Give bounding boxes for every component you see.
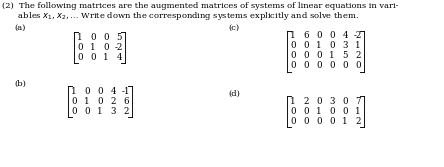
Text: 0: 0 xyxy=(329,117,335,125)
Text: 0: 0 xyxy=(329,61,335,70)
Text: -2: -2 xyxy=(115,42,123,51)
Text: 4: 4 xyxy=(110,87,116,96)
Text: 3: 3 xyxy=(342,42,348,50)
Text: 1: 1 xyxy=(103,52,109,61)
Text: -1: -1 xyxy=(122,87,130,96)
Text: 0: 0 xyxy=(316,32,322,41)
Text: 0: 0 xyxy=(290,107,296,116)
Text: 0: 0 xyxy=(329,42,335,50)
Text: 0: 0 xyxy=(71,107,77,116)
Text: 1: 1 xyxy=(290,32,296,41)
Text: 0: 0 xyxy=(77,42,83,51)
Text: 0: 0 xyxy=(97,87,103,96)
Text: 0: 0 xyxy=(97,97,103,106)
Text: (d): (d) xyxy=(228,90,240,98)
Text: 0: 0 xyxy=(329,107,335,116)
Text: 3: 3 xyxy=(329,97,335,106)
Text: 0: 0 xyxy=(90,33,96,42)
Text: 2: 2 xyxy=(355,51,361,60)
Text: 0: 0 xyxy=(90,52,96,61)
Text: (b): (b) xyxy=(14,80,26,88)
Text: 0: 0 xyxy=(290,51,296,60)
Text: 2: 2 xyxy=(110,97,116,106)
Text: (2)  The following matrices are the augmented matrices of systems of linear equa: (2) The following matrices are the augme… xyxy=(2,2,399,10)
Text: 0: 0 xyxy=(316,51,322,60)
Text: 1: 1 xyxy=(355,107,361,116)
Text: 0: 0 xyxy=(342,97,348,106)
Text: 0: 0 xyxy=(103,42,109,51)
Text: 0: 0 xyxy=(316,97,322,106)
Text: (a): (a) xyxy=(14,24,25,32)
Text: 1: 1 xyxy=(90,42,96,51)
Text: 0: 0 xyxy=(303,42,309,50)
Text: 0: 0 xyxy=(316,61,322,70)
Text: 1: 1 xyxy=(71,87,77,96)
Text: 1: 1 xyxy=(97,107,103,116)
Text: 0: 0 xyxy=(290,117,296,125)
Text: 0: 0 xyxy=(355,61,361,70)
Text: 2: 2 xyxy=(355,117,361,125)
Text: 6: 6 xyxy=(123,97,129,106)
Text: 0: 0 xyxy=(103,33,109,42)
Text: 6: 6 xyxy=(303,32,309,41)
Text: 1: 1 xyxy=(316,107,322,116)
Text: 1: 1 xyxy=(290,97,296,106)
Text: 0: 0 xyxy=(71,97,77,106)
Text: 0: 0 xyxy=(290,42,296,50)
Text: 0: 0 xyxy=(290,61,296,70)
Text: ables $x_1, x_2, \ldots$ Write down the corresponding systems explicitly and sol: ables $x_1, x_2, \ldots$ Write down the … xyxy=(2,10,359,22)
Text: 1: 1 xyxy=(355,42,361,50)
Text: 0: 0 xyxy=(303,107,309,116)
Text: 2: 2 xyxy=(303,97,309,106)
Text: 5: 5 xyxy=(342,51,348,60)
Text: 1: 1 xyxy=(84,97,90,106)
Text: 1: 1 xyxy=(329,51,335,60)
Text: 0: 0 xyxy=(342,107,348,116)
Text: (c): (c) xyxy=(228,24,239,32)
Text: 1: 1 xyxy=(316,42,322,50)
Text: 3: 3 xyxy=(110,107,116,116)
Text: 0: 0 xyxy=(77,52,83,61)
Text: 0: 0 xyxy=(303,117,309,125)
Text: 1: 1 xyxy=(77,33,83,42)
Text: 7: 7 xyxy=(355,97,361,106)
Text: 0: 0 xyxy=(342,61,348,70)
Text: 4: 4 xyxy=(342,32,348,41)
Text: 0: 0 xyxy=(84,87,90,96)
Text: 0: 0 xyxy=(329,32,335,41)
Text: 2: 2 xyxy=(123,107,129,116)
Text: 5: 5 xyxy=(116,33,122,42)
Text: -2: -2 xyxy=(354,32,362,41)
Text: 0: 0 xyxy=(316,117,322,125)
Text: 0: 0 xyxy=(303,51,309,60)
Text: 0: 0 xyxy=(303,61,309,70)
Text: 0: 0 xyxy=(84,107,90,116)
Text: 4: 4 xyxy=(116,52,122,61)
Text: 1: 1 xyxy=(342,117,348,125)
